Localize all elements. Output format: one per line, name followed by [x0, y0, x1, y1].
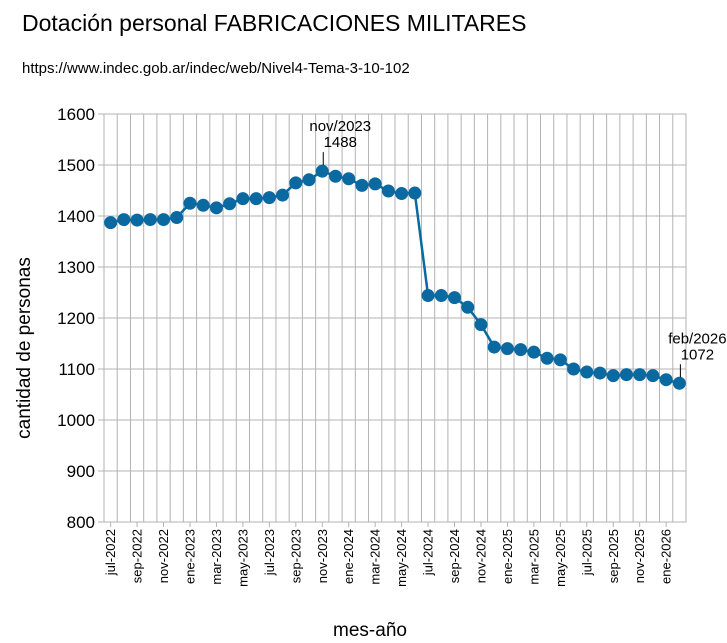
plot-area	[103, 113, 687, 523]
annotation-value: 1072	[681, 346, 714, 363]
data-point	[196, 198, 210, 212]
x-tick-label: jul-2023	[262, 529, 277, 576]
data-point	[170, 211, 184, 225]
data-point	[593, 366, 607, 380]
data-point	[117, 213, 131, 227]
data-point	[646, 369, 660, 383]
data-point	[368, 177, 382, 191]
annotation-value: 1488	[324, 134, 357, 151]
x-axis-label: mes-año	[333, 620, 407, 641]
data-point	[408, 186, 422, 200]
annotation-label: feb/2026	[668, 330, 726, 347]
data-point	[514, 343, 528, 357]
x-tick-label: jul-2025	[579, 529, 594, 576]
data-point	[249, 192, 263, 206]
x-tick-label: nov-2025	[632, 529, 647, 583]
data-point	[143, 213, 157, 227]
x-tick-label: sep-2022	[130, 529, 145, 583]
data-point	[434, 289, 448, 303]
x-tick-label: sep-2024	[447, 529, 462, 583]
x-tick-label: jul-2022	[103, 529, 118, 576]
y-tick-label: 1200	[57, 309, 95, 328]
x-tick-label: nov-2022	[156, 529, 171, 583]
data-point	[302, 173, 316, 187]
x-tick-label: jul-2024	[421, 529, 436, 576]
x-tick-label: mar-2025	[526, 529, 541, 585]
data-point	[527, 345, 541, 359]
data-point	[236, 192, 250, 206]
data-point	[289, 176, 303, 190]
data-point	[474, 318, 488, 332]
data-point	[487, 340, 501, 354]
x-tick-label: may-2024	[394, 529, 409, 587]
y-tick-label: 900	[67, 462, 95, 481]
y-tick-label: 1300	[57, 258, 95, 277]
y-tick-label: 1400	[57, 207, 95, 226]
data-point	[619, 368, 633, 382]
data-point	[328, 169, 342, 183]
data-point	[580, 365, 594, 379]
x-tick-label: ene-2026	[659, 529, 674, 584]
data-point	[567, 362, 581, 376]
x-tick-label: mar-2024	[368, 529, 383, 585]
chart-subtitle: https://www.indec.gob.ar/indec/web/Nivel…	[22, 60, 410, 77]
data-point	[395, 187, 409, 201]
data-point	[672, 376, 686, 390]
data-point	[540, 351, 554, 365]
data-point	[355, 178, 369, 192]
data-point	[315, 164, 329, 178]
data-point	[130, 213, 144, 227]
data-point	[606, 369, 620, 383]
y-tick-label: 1600	[57, 105, 95, 124]
data-point	[448, 291, 462, 305]
axes: 800 900 1000 1100 1200 1300 1400 1500 1600 jul-20…	[57, 105, 687, 587]
x-tick-label: nov-2023	[315, 529, 330, 583]
data-point	[421, 289, 435, 303]
data-point	[659, 373, 673, 387]
y-tick-label: 1000	[57, 411, 95, 430]
annotation-label: nov/2023	[309, 118, 371, 135]
data-point	[209, 201, 223, 215]
data-point	[381, 184, 395, 198]
data-point	[633, 368, 647, 382]
data-point	[276, 188, 290, 202]
data-point	[223, 197, 237, 211]
x-tick-label: ene-2024	[341, 529, 356, 584]
x-tick-label: sep-2025	[606, 529, 621, 583]
x-tick-label: sep-2023	[288, 529, 303, 583]
y-tick-label: 800	[67, 513, 95, 532]
data-point	[500, 342, 514, 356]
x-tick-label: nov-2024	[473, 529, 488, 583]
data-point	[157, 213, 171, 227]
data-point	[342, 172, 356, 186]
data-point	[104, 216, 118, 230]
chart-title: Dotación personal FABRICACIONES MILITARE…	[22, 10, 527, 36]
y-tick-label: 1500	[57, 156, 95, 175]
x-tick-label: may-2025	[553, 529, 568, 587]
data-point	[553, 353, 567, 367]
data-point	[183, 196, 197, 210]
data-point	[461, 300, 475, 314]
x-tick-label: may-2023	[235, 529, 250, 587]
data-points	[104, 164, 686, 390]
data-point	[262, 191, 276, 205]
y-axis-label: cantidad de personas	[14, 257, 35, 439]
x-tick-label: ene-2023	[182, 529, 197, 584]
y-tick-label: 1100	[58, 360, 95, 379]
x-tick-label: ene-2025	[500, 529, 515, 584]
x-tick-label: mar-2023	[209, 529, 224, 585]
grid	[103, 113, 687, 523]
